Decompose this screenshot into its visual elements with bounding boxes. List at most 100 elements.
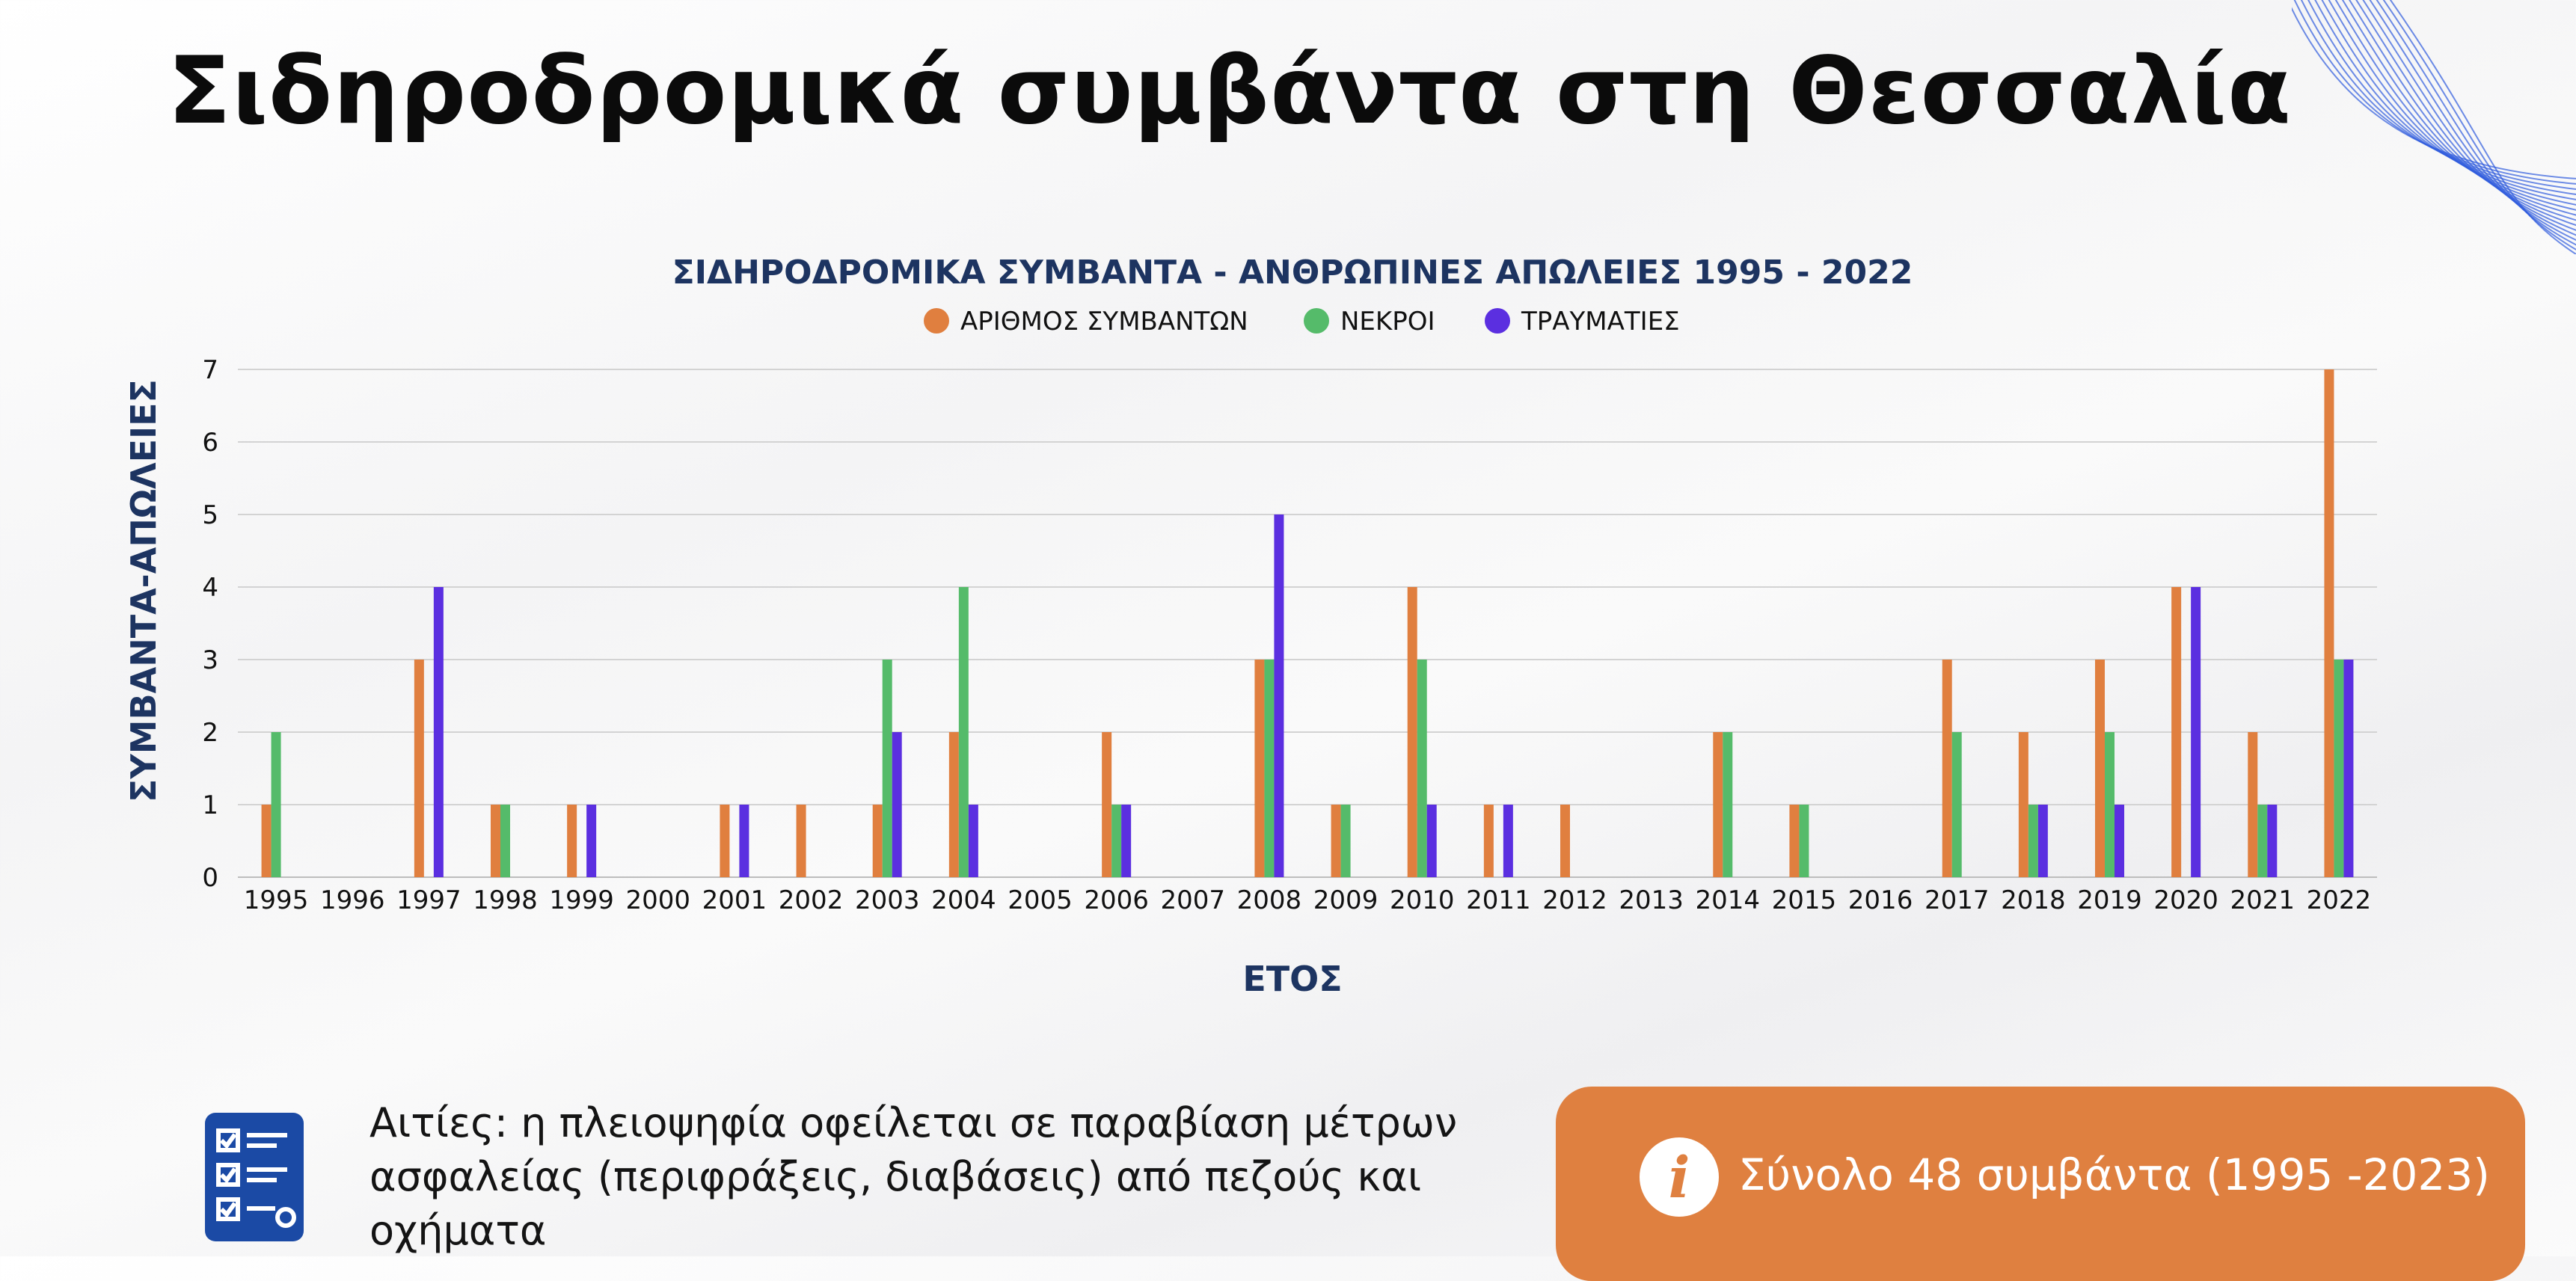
x-tick-label: 2005: [1008, 885, 1073, 915]
bar: [2248, 732, 2258, 877]
y-tick-label: 7: [202, 355, 218, 385]
bar: [1264, 660, 1275, 877]
bar: [968, 805, 978, 877]
y-tick-label: 6: [202, 428, 218, 458]
wave-line: [2321, 0, 2576, 206]
x-tick-label: 2001: [702, 885, 767, 915]
bar: [261, 805, 272, 877]
x-tick-label: 2014: [1696, 885, 1761, 915]
bar: [1111, 805, 1122, 877]
wave-line: [2328, 0, 2576, 211]
x-tick-label: 2017: [1925, 885, 1990, 915]
bar: [414, 660, 424, 877]
x-tick-label: 1995: [244, 885, 309, 915]
bar: [796, 805, 806, 877]
bar: [1713, 732, 1723, 877]
bar: [739, 805, 749, 877]
bar: [1417, 660, 1427, 877]
x-tick-label: 2012: [1542, 885, 1607, 915]
bar: [2324, 369, 2334, 877]
page-title: Σιδηροδρομικά συμβάντα στη Θεσσαλία: [168, 37, 2292, 145]
y-tick-label: 1: [202, 790, 218, 820]
summary-box: i Σύνολο 48 συμβάντα (1995 -2023): [1556, 1087, 2525, 1281]
wave-line: [2293, 0, 2576, 185]
chart-bars: [261, 369, 2354, 877]
bar: [271, 732, 281, 877]
wave-line: [2334, 0, 2576, 216]
bar: [1331, 805, 1341, 877]
chart-legend: ΑΡΙΘΜΟΣ ΣΥΜΒΑΝΤΩΝ ΝΕΚΡΟΙ ΤΡΑΥΜΑΤΙΕΣ: [924, 307, 1680, 337]
legend-marker: [1485, 308, 1510, 334]
y-axis-ticks: 0 1 2 3 4 5 6 7: [202, 355, 218, 893]
bar: [1407, 587, 1417, 877]
legend-label: ΤΡΑΥΜΑΤΙΕΣ: [1521, 307, 1680, 337]
bar: [872, 805, 883, 877]
y-axis-title: ΣΥΜΒΑΝΤΑ-ΑΠΩΛΕΙΕΣ: [123, 379, 164, 802]
legend-label: ΑΡΙΘΜΟΣ ΣΥΜΒΑΝΤΩΝ: [960, 307, 1248, 337]
bar: [958, 587, 969, 877]
wave-line: [2369, 0, 2576, 242]
x-tick-label: 2021: [2230, 885, 2296, 915]
bar: [2334, 660, 2344, 877]
chart-gridlines: [238, 369, 2377, 878]
x-axis-ticks: 1995 1996 1997 1998 1999 2000 2001 2002 2003 2004…: [244, 885, 2371, 915]
legend-marker: [924, 308, 949, 334]
wave-line: [2314, 0, 2576, 200]
x-tick-label: 2004: [931, 885, 996, 915]
wave-line: [2341, 0, 2576, 221]
wave-lines-decoration: [2292, 0, 2576, 254]
bar-chart: ΣΙΔΗΡΟΔΡΟΜΙΚΑ ΣΥΜΒΑΝΤΑ - ΑΝΘΡΩΠΙΝΕΣ ΑΠΩΛ…: [123, 254, 2377, 999]
x-tick-label: 2013: [1619, 885, 1684, 915]
bar: [2105, 732, 2115, 877]
y-tick-label: 0: [202, 863, 218, 893]
chart-title: ΣΙΔΗΡΟΔΡΟΜΙΚΑ ΣΥΜΒΑΝΤΑ - ΑΝΘΡΩΠΙΝΕΣ ΑΠΩΛ…: [672, 254, 1913, 292]
wave-line: [2355, 0, 2576, 231]
bar: [1723, 732, 1733, 877]
y-tick-label: 2: [202, 718, 218, 748]
x-tick-label: 2003: [855, 885, 920, 915]
x-tick-label: 2009: [1313, 885, 1379, 915]
x-tick-label: 2008: [1237, 885, 1302, 915]
wave-line: [2362, 0, 2576, 236]
bar: [720, 805, 730, 877]
x-tick-label: 2010: [1390, 885, 1455, 915]
bar: [892, 732, 902, 877]
y-tick-label: 3: [202, 645, 218, 675]
wave-line: [2307, 0, 2576, 195]
x-tick-label: 1996: [320, 885, 385, 915]
bar: [2095, 660, 2105, 877]
x-axis-title: ΕΤΟΣ: [1242, 959, 1342, 999]
bar: [2115, 805, 2124, 877]
y-tick-label: 5: [202, 500, 218, 530]
x-tick-label: 2019: [2077, 885, 2142, 915]
legend-marker: [1304, 308, 1329, 334]
bar: [1274, 514, 1284, 877]
bar: [2037, 805, 2048, 877]
bar: [2343, 660, 2354, 877]
bar: [948, 732, 959, 877]
bar: [1951, 732, 1962, 877]
info-icon: i: [1640, 1137, 1719, 1217]
bar: [2018, 732, 2028, 877]
x-tick-label: 2006: [1084, 885, 1149, 915]
wave-line: [2389, 0, 2576, 254]
bar: [2267, 805, 2278, 877]
bar: [1340, 805, 1351, 877]
legend-label: ΝΕΚΡΟΙ: [1340, 307, 1435, 337]
bar: [567, 805, 577, 877]
x-tick-label: 1999: [549, 885, 614, 915]
x-tick-label: 2018: [2001, 885, 2066, 915]
bar: [1254, 660, 1265, 877]
bar: [1942, 660, 1952, 877]
x-tick-label: 2002: [779, 885, 844, 915]
bar: [491, 805, 500, 877]
x-tick-label: 2011: [1466, 885, 1531, 915]
x-tick-label: 2022: [2307, 885, 2372, 915]
checklist-icon: [205, 1113, 304, 1241]
x-tick-label: 1998: [473, 885, 538, 915]
bar: [2257, 805, 2268, 877]
bar: [500, 805, 510, 877]
summary-text: Σύνολο 48 συμβάντα (1995 -2023): [1738, 1149, 2490, 1200]
bar: [586, 805, 597, 877]
wave-line: [2382, 0, 2576, 251]
